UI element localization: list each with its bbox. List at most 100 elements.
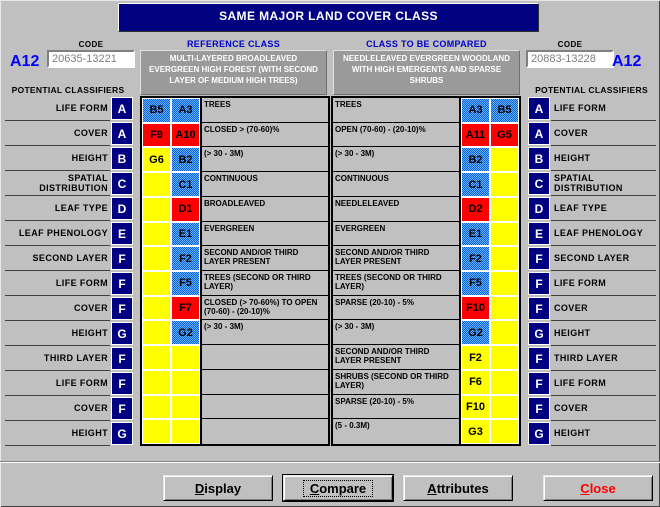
classifier-label: COVER (551, 121, 656, 146)
compared-code-input[interactable] (526, 50, 614, 68)
match-text: (5 - 0.3M) (333, 419, 461, 445)
reference-row: E1 EVERGREEN (142, 221, 328, 247)
classifier-label: HEIGHT (5, 321, 110, 346)
close-button[interactable]: Close (543, 475, 653, 501)
code-cell-empty (491, 395, 518, 419)
classifier-label: SECOND LAYER (551, 246, 656, 271)
match-text: EVERGREEN (200, 221, 328, 247)
reference-code-input[interactable] (47, 50, 135, 68)
classifier-letter-cell: C (110, 171, 134, 196)
compared-row: NEEDLELEAVED D2 (333, 196, 519, 222)
classifier-letter: F (528, 347, 550, 370)
match-text: CLOSED (> 70-60%) TO OPEN (70-60) - (20-… (200, 295, 328, 321)
display-button[interactable]: Display (163, 475, 273, 501)
reference-row: C1 CONTINUOUS (142, 172, 328, 197)
code-cell-f2: F2 (172, 247, 199, 271)
classifier-letter: A (528, 97, 550, 120)
classifier-letter-cell: A (110, 121, 134, 146)
classifier-letter: F (528, 372, 550, 395)
classifier-letter: F (111, 247, 133, 270)
compared-row: SHRUBS (SECOND OR THIRD LAYER) F6 (333, 369, 519, 395)
classifier-label: COVER (551, 296, 656, 321)
classifier-letter-cell: D (110, 196, 134, 221)
code-cell-f2: F2 (462, 346, 489, 369)
code-cell-f2: F2 (462, 247, 489, 271)
classifier-letter-cell: G (527, 321, 551, 346)
compared-row: SECOND AND/OR THIRD LAYER PRESENT F2 (333, 345, 519, 370)
match-text (200, 345, 328, 370)
classifier-letter: E (528, 222, 550, 245)
classifier-letter-cell: F (110, 271, 134, 296)
code-cell-empty (143, 197, 170, 221)
classifier-letter-cell: G (110, 321, 134, 346)
classifier-letter-cell: B (110, 146, 134, 171)
classifier-letter-cell: F (527, 271, 551, 296)
classifier-label: COVER (5, 396, 110, 421)
footer-divider (0, 461, 660, 463)
code-cell-empty (143, 395, 170, 419)
code-cell-empty (172, 395, 199, 419)
code-cell-empty (172, 370, 199, 394)
match-text: SECOND AND/OR THIRD LAYER PRESENT (333, 246, 461, 272)
classifier-letter-cell: G (527, 421, 551, 446)
reference-row: F5 TREES (SECOND OR THIRD LAYER) (142, 271, 328, 296)
code-cell-empty (143, 370, 170, 394)
classifier-letter: F (111, 397, 133, 420)
match-text: (> 30 - 3M) (333, 320, 461, 346)
code-cell-empty (491, 370, 518, 394)
classifier-letter-cell: A (527, 121, 551, 146)
classifier-letter: F (111, 347, 133, 370)
classifier-label: HEIGHT (551, 321, 656, 346)
compared-row: (> 30 - 3M) G2 (333, 320, 519, 346)
classifier-label: HEIGHT (5, 146, 110, 171)
code-cell-empty (491, 346, 518, 369)
classifier-letter: E (111, 222, 133, 245)
code-cell-e1: E1 (462, 222, 489, 246)
code-cell-empty (491, 222, 518, 246)
match-text: OPEN (70-60) - (20-10)% (333, 122, 461, 148)
classifier-letter: A (111, 97, 133, 120)
classifier-label: THIRD LAYER (551, 346, 656, 371)
compared-code-grid: TREES A3 B5 OPEN (70-60) - (20-10)% A11 G5 (> … (331, 96, 521, 446)
classifier-label: SPATIAL DISTRIBUTION (5, 171, 110, 196)
classifier-label: SPATIAL DISTRIBUTION (551, 171, 656, 196)
display-button-label: Display (194, 480, 242, 496)
classifier-letter-cell: F (110, 246, 134, 271)
classifier-letter: A (528, 122, 550, 145)
code-cell-empty (491, 272, 518, 295)
code-cell-d1: D1 (172, 197, 199, 221)
match-text: SPARSE (20-10) - 5% (333, 295, 461, 321)
match-text: TREES (SECOND OR THIRD LAYER) (333, 271, 461, 296)
compare-button-label: Compare (302, 479, 374, 497)
classifier-letter: F (528, 247, 550, 270)
classifier-label: HEIGHT (551, 146, 656, 171)
reference-row (142, 345, 328, 370)
compare-button[interactable]: Compare (282, 474, 394, 502)
classifier-label: SECOND LAYER (5, 246, 110, 271)
attributes-button[interactable]: Attributes (403, 475, 513, 501)
classifier-letter: C (528, 172, 550, 195)
classifier-letter-cell: F (110, 346, 134, 371)
match-text: (> 30 - 3M) (200, 147, 328, 173)
compared-row: SPARSE (20-10) - 5% F10 (333, 295, 519, 321)
code-cell-b5: B5 (491, 99, 518, 122)
code-cell-a11: A11 (462, 123, 489, 147)
code-cell-d2: D2 (462, 197, 489, 221)
classifier-label: LIFE FORM (5, 271, 110, 296)
code-cell-f5: F5 (462, 272, 489, 295)
match-text: SECOND AND/OR THIRD LAYER PRESENT (200, 246, 328, 272)
classifier-letter-cell: C (527, 171, 551, 196)
code-cell-e1: E1 (172, 222, 199, 246)
classifier-letter: B (528, 147, 550, 170)
classifier-letter: G (111, 322, 133, 345)
code-cell-empty (172, 420, 199, 444)
classifier-letter: D (528, 197, 550, 220)
classifier-label: LEAF PHENOLOGY (5, 221, 110, 246)
code-cell-g2: G2 (462, 321, 489, 345)
classifier-letter-cell: F (527, 371, 551, 396)
classifier-letter: D (111, 197, 133, 220)
reference-row: D1 BROADLEAVED (142, 196, 328, 222)
classifier-letter: F (528, 272, 550, 295)
code-cell-empty (172, 346, 199, 369)
